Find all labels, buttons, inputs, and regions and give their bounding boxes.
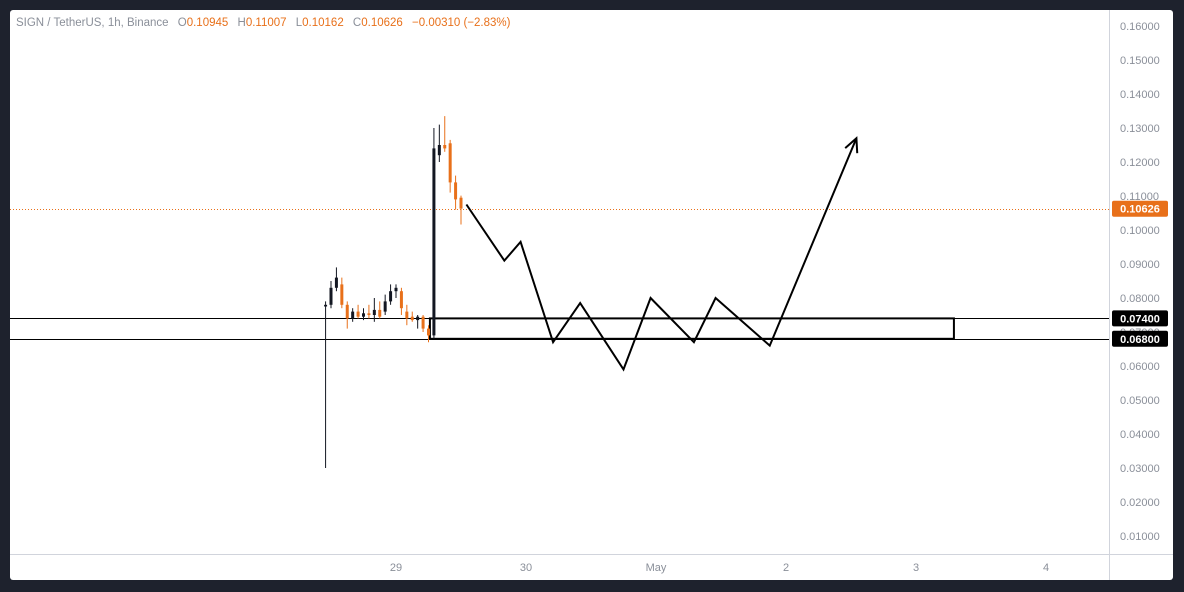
- horizontal-line-tag-1-bg: [1112, 330, 1168, 347]
- time-tick-5: 4: [1043, 562, 1049, 574]
- candle-body-16: [410, 316, 414, 321]
- price-tick-6: 0.10000: [1120, 225, 1160, 237]
- time-tick-1: 30: [520, 562, 532, 574]
- chart-legend: SIGN / TetherUS, 1h, Binance O0.10945 H0…: [16, 17, 510, 29]
- candle-body-18: [421, 316, 425, 329]
- price-tick-10: 0.06000: [1120, 361, 1160, 373]
- price-tick-2: 0.14000: [1120, 89, 1160, 101]
- candle-body-23: [448, 143, 452, 183]
- candle-body-12: [389, 291, 393, 302]
- candle-body-4: [345, 304, 349, 319]
- candle-body-9: [372, 309, 376, 315]
- candle-body-14: [399, 291, 403, 309]
- time-tick-2: May: [646, 562, 667, 574]
- candle-body-21: [437, 145, 441, 156]
- price-tick-11: 0.05000: [1120, 395, 1160, 407]
- price-tick-13: 0.03000: [1120, 463, 1160, 475]
- candle-body-19: [427, 328, 430, 336]
- candle-body-3: [340, 284, 344, 305]
- candle-body-2: [334, 277, 338, 288]
- price-tick-8: 0.08000: [1120, 293, 1160, 305]
- projection-arrow-head: [844, 136, 859, 154]
- price-tick-5: 0.11000: [1120, 191, 1159, 203]
- legend-open-key: O: [177, 17, 187, 29]
- candle-body-8: [367, 313, 371, 315]
- legend-high-key: H: [237, 17, 246, 29]
- time-tick-3: 2: [783, 562, 789, 574]
- price-tick-12: 0.04000: [1120, 429, 1160, 441]
- legend-low-key: L: [295, 17, 303, 29]
- candle-body-20: [432, 148, 436, 336]
- legend-low: 0.10162: [302, 17, 344, 29]
- legend-symbol: SIGN / TetherUS, 1h, Binance: [16, 17, 169, 29]
- candle-body-25: [459, 197, 463, 209]
- price-chart[interactable]: 0.16000 0.15000 0.14000 0.13000 0.12000 0.110…: [10, 10, 1173, 580]
- candle-body-6: [356, 311, 360, 317]
- last-price-tag: 0.10626: [1120, 204, 1160, 216]
- legend-close-key: C: [352, 17, 362, 29]
- candle-body-5: [351, 311, 355, 319]
- candle-body-22: [443, 145, 447, 149]
- legend-high: 0.11007: [245, 17, 287, 29]
- projection-path: [465, 137, 858, 372]
- time-tick-4: 3: [913, 562, 919, 574]
- horizontal-line-tag-0-bg: [1112, 310, 1168, 327]
- candle-body-7: [362, 313, 365, 317]
- price-tick-7: 0.09000: [1120, 259, 1160, 271]
- horizontal-line-tag-0: 0.07400: [1120, 313, 1160, 325]
- price-tick-15: 0.01000: [1120, 531, 1160, 543]
- candle-body-15: [405, 311, 409, 319]
- time-tick-0: 29: [390, 562, 402, 574]
- legend-open: 0.10945: [186, 17, 229, 29]
- candle-body-24: [454, 182, 458, 200]
- candle-body-11: [383, 301, 387, 312]
- price-tick-1: 0.15000: [1120, 55, 1160, 67]
- chart-frame: 0.16000 0.15000 0.14000 0.13000 0.12000 0.110…: [10, 10, 1173, 580]
- price-tick-14: 0.02000: [1120, 497, 1160, 509]
- legend-close: 0.10626: [361, 17, 403, 29]
- candle-body-0: [324, 304, 328, 307]
- candle-body-17: [416, 316, 420, 321]
- candle-body-10: [378, 309, 382, 317]
- horizontal-line-tag-1: 0.06800: [1120, 334, 1160, 346]
- legend-change: −0.00310 (−2.83%): [412, 17, 511, 29]
- candle-body-13: [394, 287, 398, 292]
- price-tick-3: 0.13000: [1120, 123, 1160, 135]
- candle-body-1: [329, 287, 333, 305]
- last-price-tag-bg: [1112, 200, 1168, 217]
- price-tick-0: 0.16000: [1120, 21, 1160, 33]
- price-tick-4: 0.12000: [1120, 157, 1160, 169]
- support-zone-rect: [428, 317, 955, 340]
